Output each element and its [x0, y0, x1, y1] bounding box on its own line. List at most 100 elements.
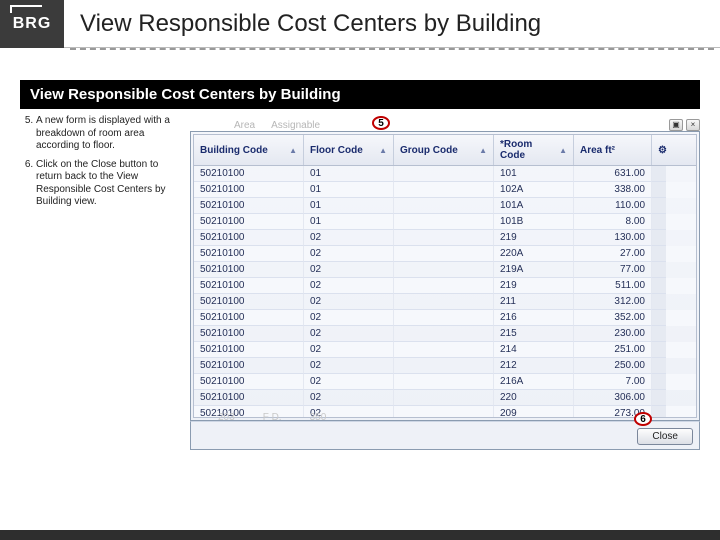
table-cell: 50210100 [194, 214, 304, 230]
window-close-icon[interactable]: × [686, 119, 700, 131]
table-cell: 02 [304, 246, 394, 262]
table-cell [394, 166, 494, 182]
table-row[interactable]: 5021010002 214251.00 [194, 342, 696, 358]
table-row[interactable]: 5021010002220306.00 [194, 390, 696, 406]
table-cell: 02 [304, 358, 394, 374]
instruction-item: A new form is displayed with a breakdown… [36, 115, 184, 153]
table-row[interactable]: 5021010001102A338.00 [194, 182, 696, 198]
tab-area[interactable]: Area [234, 120, 255, 131]
callout-5: 5 [372, 116, 390, 130]
close-button[interactable]: Close [637, 428, 693, 445]
table-cell: 219A [494, 262, 574, 278]
table-cell: 219 [494, 278, 574, 294]
table-cell: 101A [494, 198, 574, 214]
column-header[interactable]: Group Code▲ [394, 135, 494, 165]
scrollbar-track[interactable] [652, 342, 666, 358]
section-title: View Responsible Cost Centers by Buildin… [20, 80, 700, 109]
table-cell: 50210100 [194, 262, 304, 278]
table-row[interactable]: 5021010001101631.00 [194, 166, 696, 182]
table-cell: 220A [494, 246, 574, 262]
table-cell: 27.00 [574, 246, 652, 262]
scrollbar-track[interactable] [652, 310, 666, 326]
table-cell: 50210100 [194, 326, 304, 342]
table-cell: 251.00 [574, 342, 652, 358]
table-cell: 50210100 [194, 246, 304, 262]
table-row[interactable]: 5021010002219511.00 [194, 278, 696, 294]
column-header[interactable]: Floor Code▲ [304, 135, 394, 165]
table-row[interactable]: 5021010002212250.00 [194, 358, 696, 374]
table-cell: 8.00 [574, 214, 652, 230]
table-row[interactable]: 5021010002211312.00 [194, 294, 696, 310]
gear-icon[interactable]: ⚙ [652, 135, 666, 165]
table-cell [394, 294, 494, 310]
table-cell: 01 [304, 182, 394, 198]
table-cell: 02 [304, 230, 394, 246]
table-cell: 50210100 [194, 294, 304, 310]
table-cell: 102A [494, 182, 574, 198]
table-cell: 306.00 [574, 390, 652, 406]
scrollbar-track[interactable] [652, 230, 666, 246]
table-cell: 250.00 [574, 358, 652, 374]
brg-logo: BRG [0, 0, 64, 48]
table-cell: 101B [494, 214, 574, 230]
table-row[interactable]: 5021010001 101A110.00 [194, 198, 696, 214]
scrollbar-track[interactable] [652, 358, 666, 374]
table-row[interactable]: 5021010002 220A27.00 [194, 246, 696, 262]
table-row[interactable]: 5021010002 219A77.00 [194, 262, 696, 278]
scrollbar-track[interactable] [652, 262, 666, 278]
column-header[interactable]: Building Code▲ [194, 135, 304, 165]
scrollbar-track[interactable] [652, 246, 666, 262]
table-cell: 215 [494, 326, 574, 342]
table-row[interactable]: 5021010002215230.00 [194, 326, 696, 342]
table-row[interactable]: 5021010001101B8.00 [194, 214, 696, 230]
table-cell: 50210100 [194, 390, 304, 406]
table-cell: 214 [494, 342, 574, 358]
faded-b: F D. [263, 412, 282, 423]
table-cell [394, 390, 494, 406]
table-row[interactable]: 5021010002216A7.00 [194, 374, 696, 390]
screenshot-panel: Area Assignable ▣ × Building Code▲Floor … [190, 115, 700, 450]
table-cell [394, 406, 494, 418]
table-cell [394, 310, 494, 326]
table-cell: 110.00 [574, 198, 652, 214]
table-cell: 50210100 [194, 358, 304, 374]
tab-assignable[interactable]: Assignable [271, 120, 320, 131]
scrollbar-track[interactable] [652, 166, 666, 182]
table-cell: 216 [494, 310, 574, 326]
table-cell: 50210100 [194, 278, 304, 294]
table-cell: 02 [304, 374, 394, 390]
scrollbar-track[interactable] [652, 278, 666, 294]
page-title: View Responsible Cost Centers by Buildin… [64, 10, 541, 38]
table-row[interactable]: 5021010002219130.00 [194, 230, 696, 246]
scrollbar-track[interactable] [652, 182, 666, 198]
table-cell: 50210100 [194, 198, 304, 214]
table-cell: 50210100 [194, 342, 304, 358]
data-grid: Building Code▲Floor Code▲Group Code▲*Roo… [190, 131, 700, 421]
scrollbar-track[interactable] [652, 406, 666, 418]
table-cell: 01 [304, 198, 394, 214]
table-cell: 50210100 [194, 230, 304, 246]
table-cell: 02 [304, 310, 394, 326]
window-dock-icon[interactable]: ▣ [669, 119, 683, 131]
scrollbar-track[interactable] [652, 390, 666, 406]
table-cell [394, 246, 494, 262]
scrollbar-track[interactable] [652, 374, 666, 390]
table-cell: 77.00 [574, 262, 652, 278]
table-cell: 219 [494, 230, 574, 246]
table-cell [394, 278, 494, 294]
scrollbar-track[interactable] [652, 326, 666, 342]
scrollbar-track[interactable] [652, 294, 666, 310]
scrollbar-track[interactable] [652, 198, 666, 214]
faded-c: 350 [310, 412, 327, 423]
table-cell: 02 [304, 342, 394, 358]
table-cell [394, 374, 494, 390]
table-cell: 50210100 [194, 182, 304, 198]
table-row[interactable]: 5021010002216352.00 [194, 310, 696, 326]
scrollbar-track[interactable] [652, 214, 666, 230]
column-header[interactable]: *Room Code▲ [494, 135, 574, 165]
table-cell: 216A [494, 374, 574, 390]
column-header[interactable]: Area ft² [574, 135, 652, 165]
table-cell [394, 326, 494, 342]
faded-a: 203 [218, 412, 235, 423]
table-cell: 02 [304, 262, 394, 278]
